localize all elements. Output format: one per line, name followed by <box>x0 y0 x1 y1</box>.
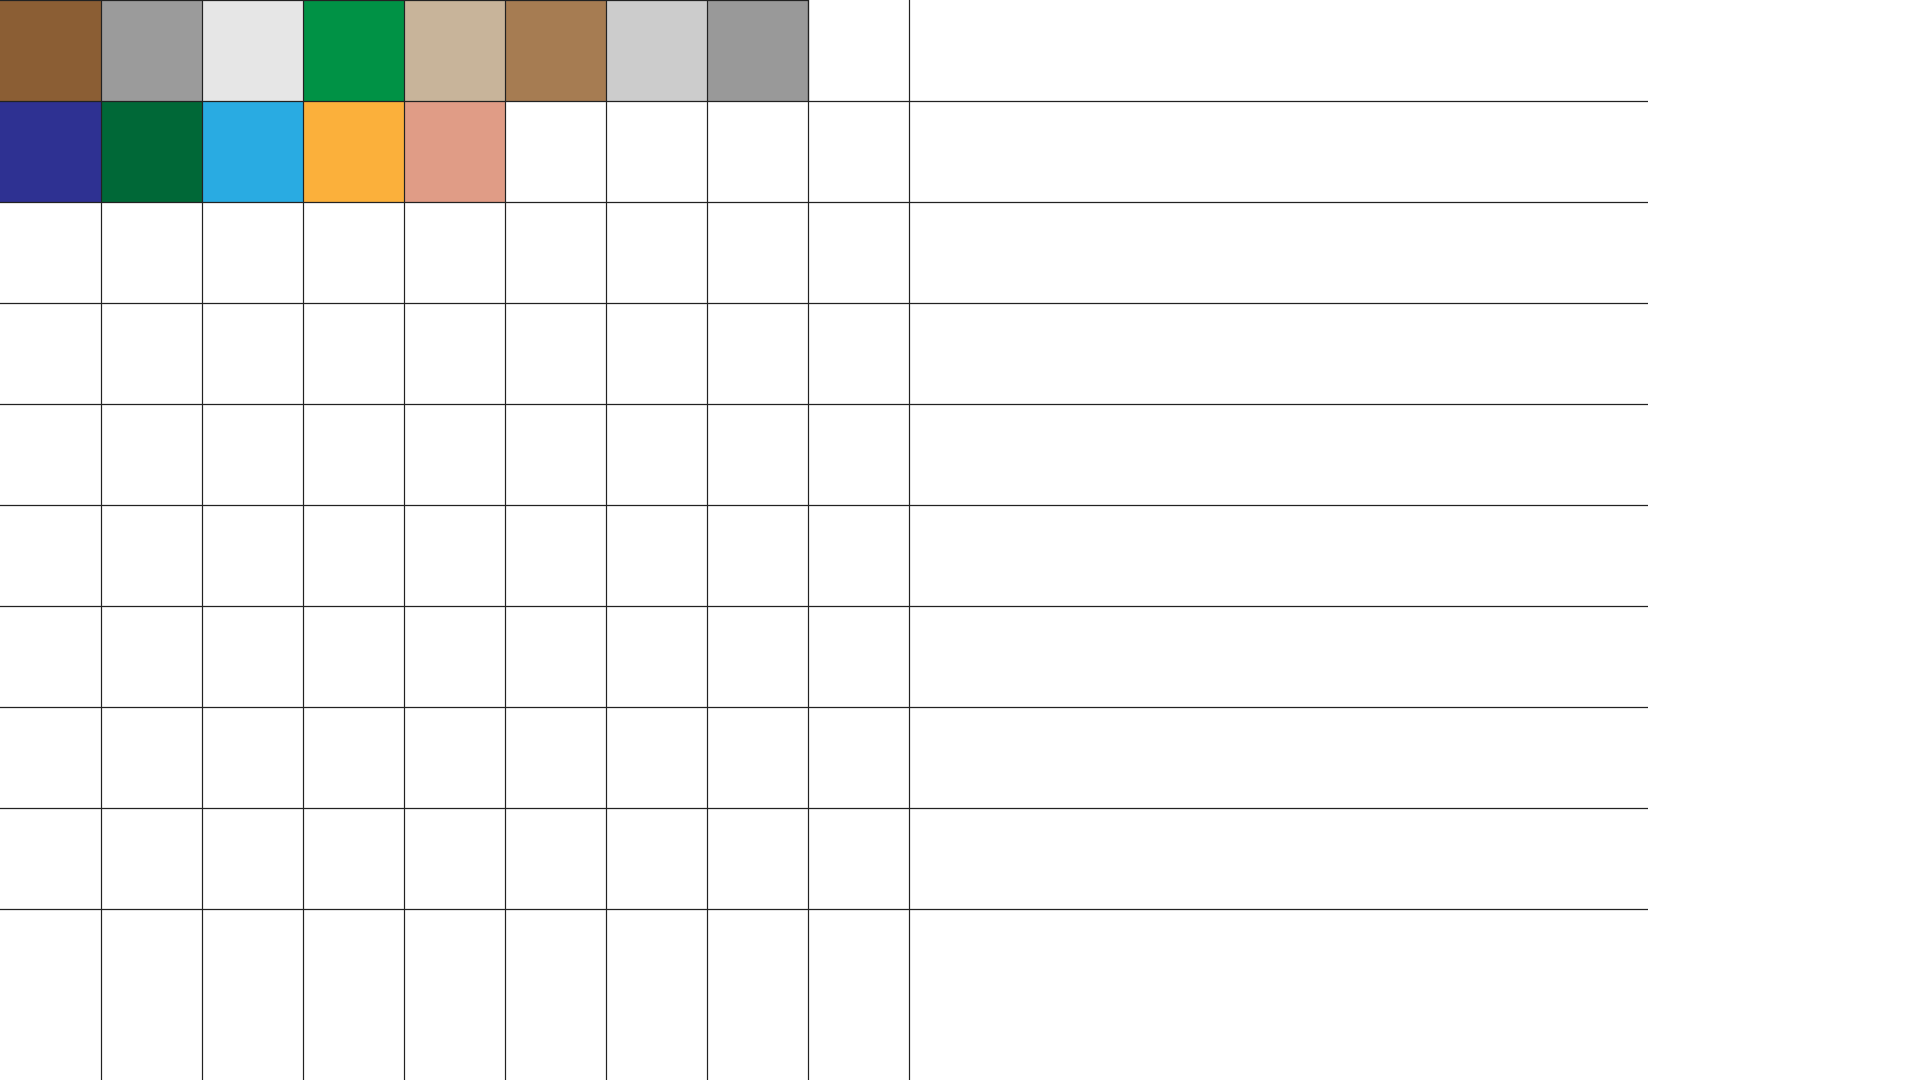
swatch-row1-6 <box>505 0 606 101</box>
swatch-row2-1 <box>0 101 101 202</box>
swatch-row2-5 <box>404 101 505 202</box>
swatch-row2-3 <box>202 101 303 202</box>
swatch-row1-4 <box>303 0 404 101</box>
swatch-row2-2 <box>101 101 202 202</box>
swatch-row1-1 <box>0 0 101 101</box>
swatch-row1-5 <box>404 0 505 101</box>
swatch-row1-2 <box>101 0 202 101</box>
swatch-row1-7 <box>606 0 707 101</box>
swatch-row1-8 <box>707 0 808 101</box>
swatch-row2-4 <box>303 101 404 202</box>
swatch-row1-3 <box>202 0 303 101</box>
